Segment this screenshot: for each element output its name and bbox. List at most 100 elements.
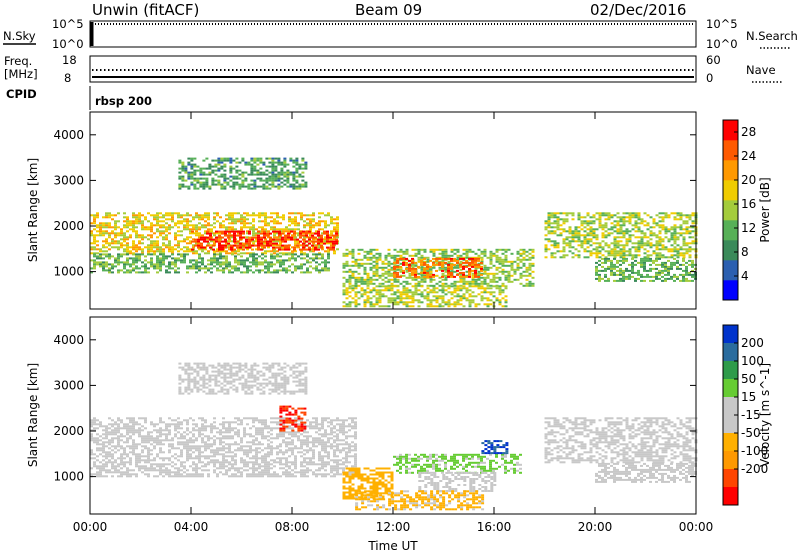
- echo-cell: [213, 232, 216, 235]
- echo-cell: [315, 261, 318, 264]
- echo-cell: [205, 167, 209, 170]
- echo-cell: [456, 250, 460, 253]
- echo-cell: [239, 230, 242, 233]
- echo-cell: [399, 295, 403, 298]
- echo-cell: [271, 181, 275, 184]
- echo-cell: [279, 236, 282, 239]
- echo-cell: [120, 234, 123, 237]
- echo-cell: [150, 224, 153, 227]
- echo-cell: [285, 252, 288, 255]
- echo-cell: [429, 275, 432, 278]
- echo-cell: [550, 252, 554, 255]
- echo-cell: [326, 230, 329, 233]
- echo-cell: [135, 250, 138, 253]
- echo-cell: [220, 187, 224, 190]
- echo-cell: [311, 244, 314, 247]
- echo-cell: [285, 253, 288, 256]
- echo-cell: [102, 265, 105, 268]
- echo-cell: [360, 262, 364, 265]
- echo-cell: [111, 238, 114, 241]
- echo-cell: [178, 187, 182, 190]
- echo-cell: [105, 425, 108, 428]
- echo-cell: [90, 259, 93, 262]
- echo-cell: [589, 250, 593, 253]
- echo-cell: [234, 255, 237, 258]
- echo-cell: [507, 270, 511, 273]
- echo-cell: [682, 257, 685, 260]
- echo-cell: [250, 163, 254, 166]
- echo-cell: [556, 250, 560, 253]
- echo-cell: [255, 259, 258, 262]
- echo-cell: [312, 220, 315, 223]
- echo-cell: [217, 157, 221, 160]
- echo-cell: [156, 214, 159, 217]
- echo-cell: [199, 181, 203, 184]
- echo-cell: [162, 226, 165, 229]
- echo-cell: [417, 265, 420, 268]
- echo-cell: [156, 246, 159, 249]
- echo-cell: [643, 224, 647, 227]
- echo-cell: [105, 222, 108, 225]
- echo-cell: [231, 457, 234, 460]
- echo-cell: [318, 257, 321, 260]
- echo-cell: [177, 212, 180, 215]
- echo-cell: [474, 271, 477, 274]
- echo-cell: [396, 301, 400, 304]
- echo-cell: [302, 248, 305, 251]
- echo-cell: [375, 303, 379, 306]
- echo-cell: [679, 218, 683, 221]
- echo-cell: [501, 284, 505, 287]
- echo-cell: [159, 471, 162, 474]
- echo-cell: [165, 271, 168, 274]
- echo-cell: [589, 226, 593, 229]
- echo-cell: [688, 246, 692, 249]
- echo-cell: [423, 278, 427, 281]
- echo-cell: [348, 276, 352, 279]
- echo-cell: [297, 232, 300, 235]
- echo-cell: [108, 417, 111, 420]
- echo-cell: [381, 268, 385, 271]
- echo-cell: [159, 457, 162, 460]
- echo-cell: [613, 220, 617, 223]
- echo-cell: [195, 232, 198, 235]
- echo-cell: [165, 423, 168, 426]
- echo-cell: [278, 246, 281, 249]
- power-y-label: Slant Range [km]: [26, 158, 40, 262]
- echo-cell: [402, 280, 406, 283]
- echo-cell: [168, 261, 171, 264]
- echo-cell: [281, 240, 284, 243]
- echo-cell: [162, 257, 165, 260]
- echo-cell: [219, 437, 222, 440]
- echo-cell: [351, 274, 355, 277]
- echo-cell: [309, 220, 312, 223]
- echo-cell: [625, 244, 629, 247]
- echo-cell: [295, 187, 299, 190]
- echo-cell: [556, 244, 560, 247]
- echo-cell: [661, 228, 665, 231]
- echo-cell: [354, 287, 358, 290]
- echo-cell: [429, 248, 433, 251]
- echo-cell: [363, 254, 367, 257]
- echo-cell: [126, 236, 129, 239]
- echo-cell: [265, 173, 269, 176]
- echo-cell: [676, 226, 680, 229]
- echo-cell: [348, 301, 352, 304]
- echo-cell: [495, 266, 499, 269]
- echo-cell: [192, 218, 195, 221]
- echo-cell: [238, 183, 242, 186]
- echo-cell: [90, 234, 93, 237]
- echo-cell: [141, 467, 144, 470]
- echo-cell: [255, 238, 258, 241]
- echo-cell: [120, 427, 123, 430]
- echo-cell: [411, 266, 415, 269]
- echo-cell: [135, 475, 138, 478]
- echo-cell: [405, 270, 409, 273]
- echo-cell: [225, 267, 228, 270]
- echo-cell: [186, 447, 189, 450]
- echo-cell: [637, 273, 640, 276]
- echo-cell: [168, 457, 171, 460]
- echo-cell: [111, 455, 114, 458]
- echo-cell: [438, 284, 442, 287]
- echo-cell: [253, 187, 257, 190]
- echo-cell: [299, 230, 302, 233]
